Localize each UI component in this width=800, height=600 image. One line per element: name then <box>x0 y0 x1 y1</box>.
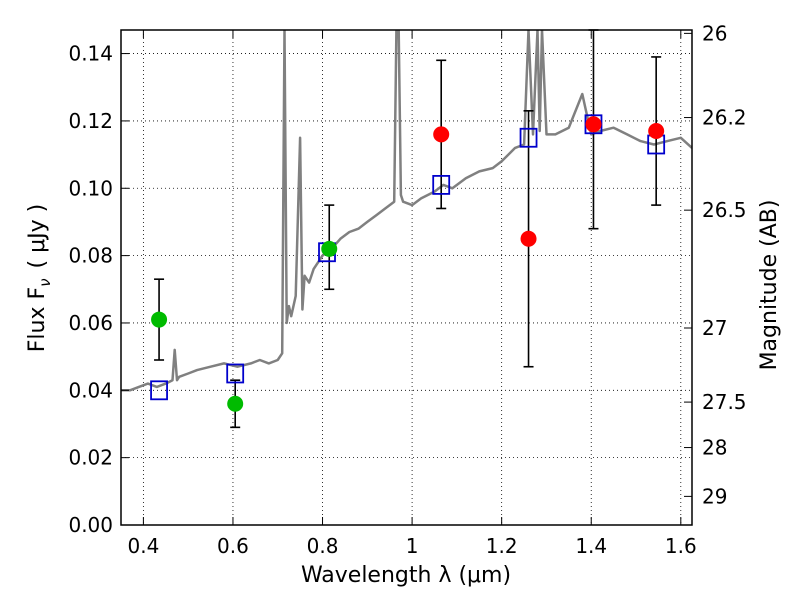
y-tick-label: 0.10 <box>68 176 113 200</box>
y-tick-label: 0.06 <box>68 311 113 335</box>
y-axis-label-unit: ( μJy ) <box>25 204 50 269</box>
x-tick-label: 0.8 <box>307 534 339 558</box>
x-tick-label: 0.6 <box>217 534 249 558</box>
y-tick-label: 0.14 <box>68 42 113 66</box>
x-tick-label: 1 <box>406 534 419 558</box>
y2-tick-label: 26 <box>702 21 727 45</box>
x-tick-label: 1.4 <box>575 534 607 558</box>
observed-point-red <box>648 123 665 140</box>
y2-tick-label: 26.5 <box>702 198 747 222</box>
y-tick-label: 0.08 <box>68 244 113 268</box>
x-axis-label: Wavelength λ (μm) <box>301 563 511 588</box>
model-photometry-square <box>150 380 168 401</box>
y-tick-label: 0.02 <box>68 446 113 470</box>
y-axis-label: Flux Fν ( μJy ) <box>25 204 54 352</box>
x-tick-label: 1.6 <box>665 534 697 558</box>
model-photometry-square <box>226 363 245 384</box>
plot-frame <box>120 29 693 526</box>
grid <box>121 30 692 526</box>
observed-point-red <box>520 230 537 247</box>
observed-point-green <box>227 395 244 412</box>
x-tick-label: 1.2 <box>486 534 518 558</box>
y-tick-label: 0.00 <box>68 513 113 537</box>
y-axis-label-sub: ν <box>36 278 54 286</box>
plot-area <box>121 30 692 525</box>
model-photometry-square <box>519 127 538 148</box>
y2-tick-label: 28 <box>702 436 727 460</box>
y2-tick-label: 26.2 <box>702 106 747 130</box>
observed-point-red <box>585 116 602 133</box>
observed-point-red <box>433 126 450 143</box>
y-axis-label-main: Flux F <box>25 287 50 352</box>
y-tick-label: 0.12 <box>68 109 113 133</box>
observed-point-green <box>151 311 168 328</box>
model-photometry-square <box>432 174 451 195</box>
y2-axis-label: Magnitude (AB) <box>757 200 782 371</box>
y-tick-label: 0.04 <box>68 378 113 402</box>
y2-tick-label: 29 <box>702 484 727 508</box>
observed-point-green <box>321 240 338 257</box>
y2-tick-label: 27.5 <box>702 390 747 414</box>
spectrum-line <box>121 30 692 392</box>
x-tick-label: 0.4 <box>127 534 159 558</box>
y2-tick-label: 27 <box>702 316 727 340</box>
